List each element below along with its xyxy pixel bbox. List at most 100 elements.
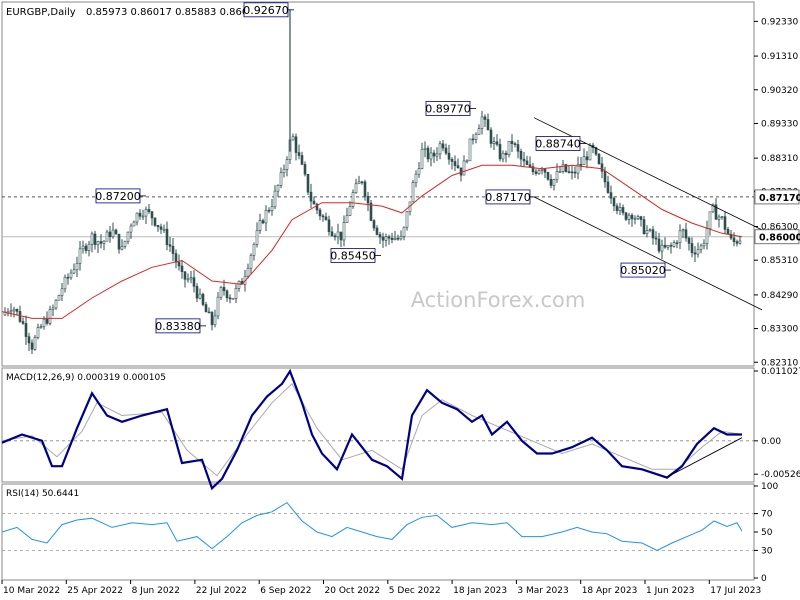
macd-trendline: [665, 437, 743, 478]
candle-body: [321, 215, 325, 218]
candle-body: [30, 342, 34, 350]
candle-body: [414, 173, 418, 183]
time-axis-label: 5 Dec 2022: [389, 586, 441, 596]
candle-body: [24, 323, 28, 337]
candle-body: [501, 152, 505, 160]
candle-body: [441, 143, 445, 149]
annotation-label-3: 0.85450: [330, 249, 376, 262]
candle-body: [684, 229, 688, 239]
candle-body: [171, 245, 175, 254]
candle-body: [51, 307, 55, 311]
time-axis-label: 18 Apr 2023: [582, 586, 638, 596]
price-series-group: 0.92670 0.87200 0.83380 0.85450 0.89770 0.887…: [1, 2, 763, 354]
candle-body: [705, 228, 709, 244]
candle-body: [201, 293, 205, 305]
candle-body: [486, 119, 490, 131]
candle-body: [411, 182, 415, 203]
candle-body: [120, 246, 124, 250]
candle-body: [342, 222, 346, 241]
candle-body: [699, 245, 703, 250]
rsi-pane: [1, 483, 755, 581]
candle-body: [396, 237, 400, 240]
candle-body: [180, 265, 184, 273]
candle-body: [423, 147, 427, 150]
candle-body: [507, 140, 511, 155]
candle-body: [462, 160, 466, 176]
candle-body: [609, 192, 613, 199]
candle-body: [474, 134, 478, 140]
rsi-line: [1, 501, 743, 551]
macd-series-group: [1, 368, 754, 491]
price-axis-label: 0.92330: [761, 17, 798, 27]
candle-body: [471, 138, 475, 141]
candle-body: [45, 318, 49, 324]
price-badge-label-1: 0.86000: [759, 233, 800, 244]
candle-body: [225, 290, 229, 299]
candle-body: [315, 203, 319, 211]
time-axis-label: 6 Sep 2022: [260, 586, 311, 596]
candle-body: [447, 152, 451, 160]
candle-body: [129, 225, 133, 233]
candle-body: [126, 231, 130, 242]
candle-body: [510, 140, 514, 144]
candle-body: [726, 229, 730, 235]
candle-body: [390, 237, 394, 240]
candle-body: [621, 207, 625, 214]
candle-body: [18, 311, 22, 322]
candle-body: [570, 171, 574, 174]
time-axis-label: 25 Apr 2022: [67, 586, 123, 596]
candle-body: [417, 168, 421, 175]
candle-body: [249, 254, 253, 269]
price-axis-label: 0.82310: [761, 358, 798, 368]
candle-body: [12, 308, 16, 312]
candle-body: [138, 212, 142, 217]
candle-body: [672, 242, 676, 247]
candle-body: [135, 212, 139, 223]
candle-body: [195, 286, 199, 299]
candle-body: [378, 234, 382, 238]
candle-body: [576, 164, 580, 174]
candle-body: [210, 312, 214, 326]
price-axis-label: 0.90320: [761, 86, 798, 96]
annotation-label-2: 0.83380: [155, 320, 201, 333]
candle-body: [105, 231, 109, 242]
candle-body: [345, 215, 349, 223]
candle-body: [285, 159, 289, 170]
candle-body: [375, 227, 379, 235]
candle-body: [108, 231, 112, 238]
candle-body: [54, 299, 58, 309]
candle-body: [555, 171, 559, 180]
candle-body: [669, 244, 673, 247]
candle-body: [162, 228, 166, 231]
candle-body: [420, 148, 424, 169]
candle-body: [687, 237, 691, 244]
price-axis-label: 0.89330: [761, 119, 798, 129]
candle-body: [150, 211, 154, 219]
candle-body: [525, 160, 529, 166]
candle-body: [264, 209, 268, 224]
candle-body: [99, 241, 103, 244]
candle-body: [273, 190, 277, 208]
candle-body: [444, 147, 448, 154]
candle-body: [282, 168, 286, 174]
candle-body: [465, 160, 469, 163]
candle-body: [690, 243, 694, 254]
time-axis-label: 8 Jun 2022: [132, 586, 180, 596]
candle-body: [675, 242, 679, 245]
candle-body: [360, 181, 364, 184]
candle-body: [693, 252, 697, 255]
axes-group: 0.923300.913100.903200.893300.883100.873…: [1, 17, 800, 596]
candle-body: [540, 168, 544, 171]
candle-body: [738, 240, 742, 244]
candle-body: [606, 181, 610, 193]
candle-body: [504, 152, 508, 155]
candle-body: [495, 141, 499, 145]
candle-body: [81, 245, 85, 250]
annotation-label-6: 0.87170: [485, 191, 531, 204]
candle-body: [573, 171, 577, 174]
candle-body: [339, 231, 343, 241]
candle-body: [531, 166, 535, 173]
candle-body: [639, 216, 643, 220]
candle-body: [369, 202, 373, 221]
candle-body: [717, 216, 721, 220]
